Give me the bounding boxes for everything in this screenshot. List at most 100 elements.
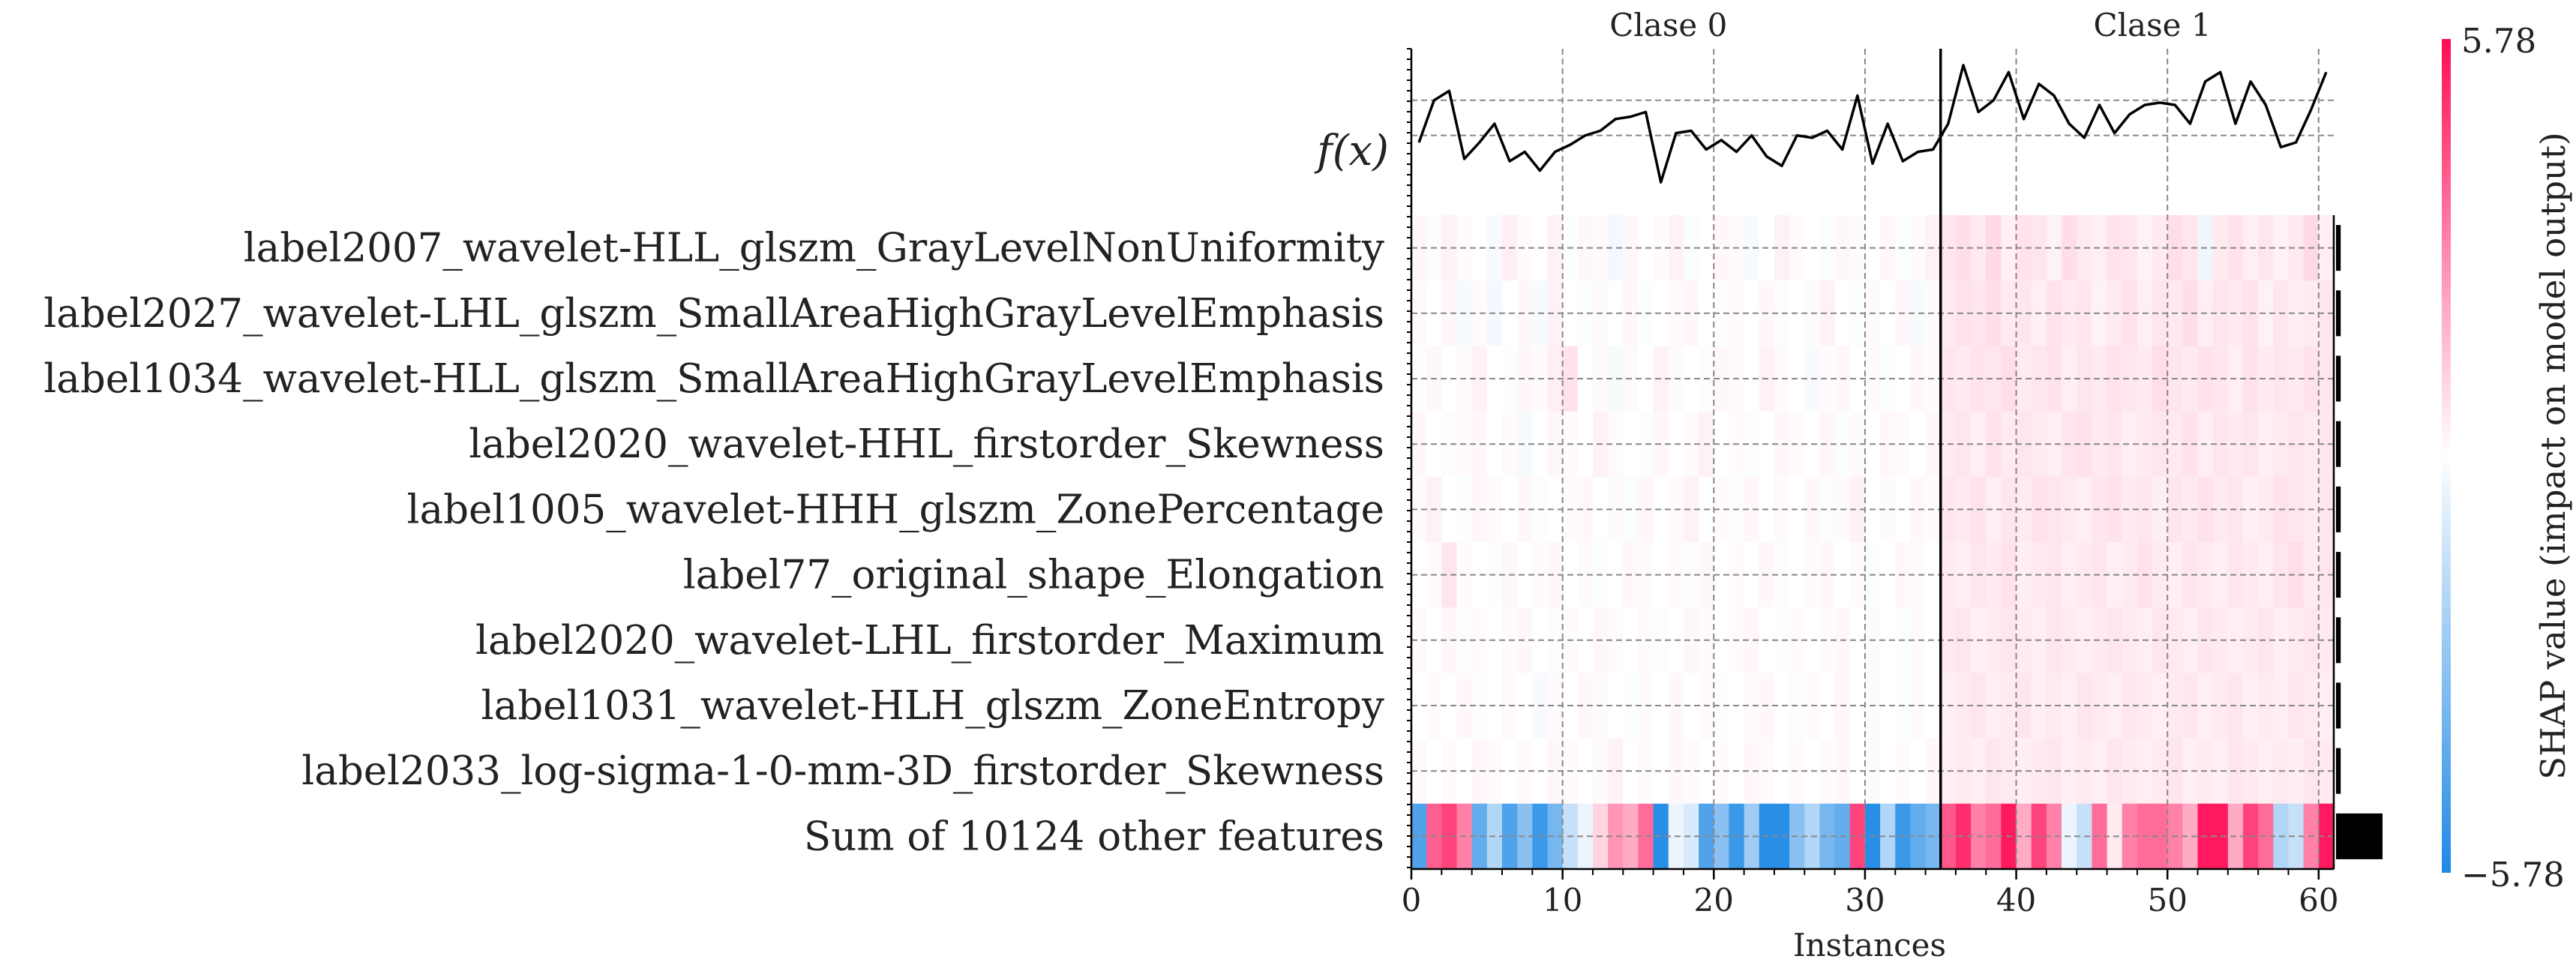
heatmap-cell [2046, 476, 2062, 543]
heatmap-cell [1744, 280, 1760, 346]
heatmap-cell [1683, 542, 1699, 608]
heatmap-cell [2046, 607, 2062, 673]
heatmap-cell [1744, 215, 1760, 281]
x-tick-label: 0 [1402, 882, 1422, 919]
heatmap-cell [1880, 411, 1896, 478]
heatmap-cell [1683, 215, 1699, 281]
heatmap-cell [2122, 476, 2138, 543]
heatmap-cell [2046, 738, 2062, 805]
heatmap-cell [2152, 476, 2168, 543]
heatmap-cell [1608, 411, 1624, 478]
heatmap-cell [1986, 738, 2002, 805]
heatmap-cell [1714, 346, 1730, 412]
importance-bars [2336, 225, 2383, 859]
heatmap-cell [2122, 803, 2138, 870]
heatmap-cell [1577, 346, 1594, 412]
heatmap-cell [2152, 607, 2168, 673]
heatmap-cell [1744, 411, 1760, 478]
heatmap-cell [1955, 803, 1972, 870]
heatmap-cell [1819, 542, 1836, 608]
heatmap-cell [1880, 738, 1896, 805]
heatmap-cell [1880, 542, 1896, 608]
heatmap-cell [1849, 803, 1866, 870]
heatmap-cell [1608, 280, 1624, 346]
heatmap-cell [2152, 280, 2168, 346]
heatmap-cell [1880, 215, 1896, 281]
heatmap-cell [1849, 542, 1866, 608]
heatmap-cell [1411, 673, 1427, 739]
heatmap-cell [1517, 803, 1533, 870]
feature-label: label77_original_shape_Elongation [683, 553, 1384, 598]
heatmap-cell [1849, 673, 1866, 739]
fx-plot: f(x) [1314, 64, 2334, 184]
heatmap-cell [1986, 673, 2002, 739]
heatmap-cell [1577, 411, 1594, 478]
heatmap-cell [1608, 346, 1624, 412]
class-label: Clase 0 [1609, 7, 1727, 43]
heatmap-cell [2122, 346, 2138, 412]
heatmap-cell [2122, 607, 2138, 673]
heatmap-cell [1744, 673, 1760, 739]
colorbar-title: SHAP value (impact on model output) [2533, 132, 2573, 779]
heatmap-cell [1577, 280, 1594, 346]
labels: label2007_wavelet-HLL_glszm_GrayLevelNon… [43, 226, 1384, 860]
x-tick-label: 50 [2147, 882, 2187, 919]
heatmap-cell [2318, 673, 2335, 739]
heatmap-cell [2016, 280, 2032, 346]
heatmap-cell [2182, 215, 2199, 281]
heatmap-cell [2016, 346, 2032, 412]
heatmap-cell [1547, 607, 1564, 673]
heatmap-cell [2258, 607, 2274, 673]
heatmap-cell [1910, 738, 1927, 805]
heatmap-cell [1910, 476, 1927, 543]
x-tick-label: 60 [2299, 882, 2338, 919]
heatmap-cell [1517, 215, 1533, 281]
heatmap-cell [1683, 607, 1699, 673]
heatmap-cell [2046, 542, 2062, 608]
heatmap-cell [1441, 346, 1458, 412]
heatmap-cell [1819, 215, 1836, 281]
heatmap-cell [1608, 215, 1624, 281]
heatmap-cell [2122, 215, 2138, 281]
heatmap-cell [1577, 673, 1594, 739]
heatmap-cell [1819, 803, 1836, 870]
heatmap-cell [1577, 215, 1594, 281]
heatmap-cell [2152, 346, 2168, 412]
importance-bar [2336, 552, 2341, 598]
heatmap-cell [2258, 411, 2274, 478]
importance-bar [2336, 355, 2341, 402]
heatmap-cell [1849, 215, 1866, 281]
heatmap-cell [2152, 411, 2168, 478]
heatmap-cell [2122, 673, 2138, 739]
heatmap-cell [2318, 476, 2335, 543]
heatmap-cell [1411, 476, 1427, 543]
heatmap-cell [1744, 607, 1760, 673]
heatmap-cell [2318, 738, 2335, 805]
importance-bar [2336, 813, 2383, 859]
heatmap-cell [2258, 542, 2274, 608]
heatmap-cell [2288, 280, 2305, 346]
heatmap-cell [1411, 607, 1427, 673]
heatmap-cell [1441, 803, 1458, 870]
heatmap-cell [2122, 738, 2138, 805]
feature-label: label2020_wavelet-LHL_firstorder_Maximum [475, 618, 1384, 664]
heatmap-cell [2318, 803, 2335, 870]
heatmap-cell [1986, 215, 2002, 281]
heatmap-cell [1910, 803, 1927, 870]
heatmap-cell [1411, 738, 1427, 805]
heatmap-cell [1880, 673, 1896, 739]
colorbar-max-label: 5.78 [2461, 21, 2536, 61]
heatmap-cell [2288, 738, 2305, 805]
fx-label: f(x) [1314, 127, 1389, 175]
heatmap-cell [1577, 607, 1594, 673]
heatmap-cell [2318, 346, 2335, 412]
heatmap-cell [1547, 411, 1564, 478]
heatmap-cell [1441, 476, 1458, 543]
heatmap-cell [1441, 280, 1458, 346]
heatmap-cell [1714, 411, 1730, 478]
heatmap-cell [1744, 803, 1760, 870]
heatmap-cell [1880, 346, 1896, 412]
heatmap-cell [1744, 476, 1760, 543]
heatmap-cell [2182, 673, 2199, 739]
heatmap-cell [1955, 607, 1972, 673]
